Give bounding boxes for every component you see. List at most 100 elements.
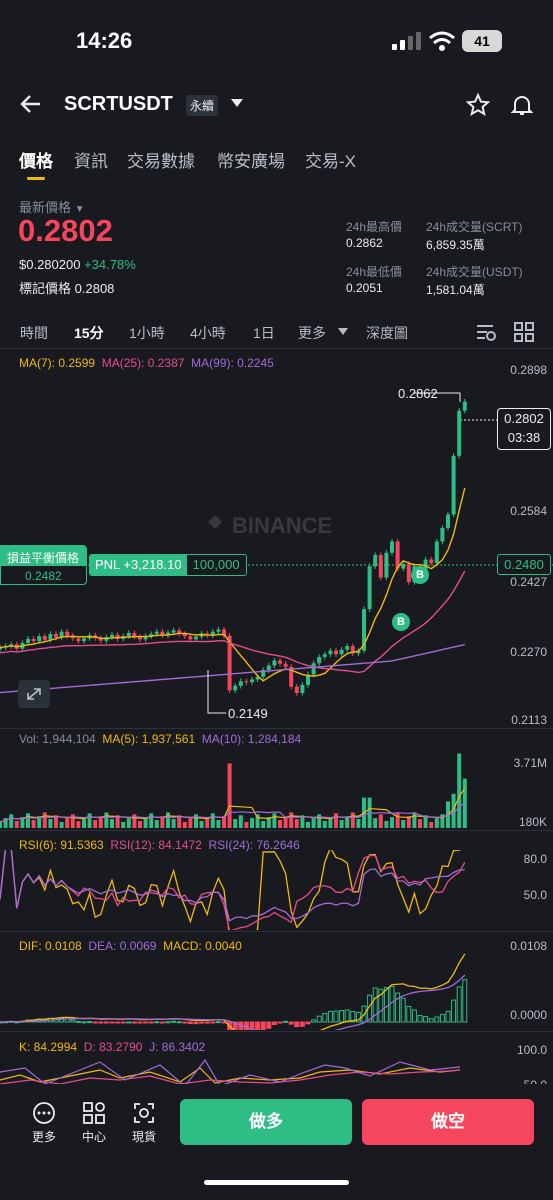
macd-bar: [210, 1021, 216, 1024]
long-button[interactable]: 做多: [180, 1099, 352, 1145]
macd-bar: [316, 1015, 322, 1023]
ma25-line: [0, 570, 466, 674]
macd-chart[interactable]: [0, 950, 490, 1030]
volume-bar: [20, 817, 25, 828]
candle-body: [367, 566, 372, 610]
more-nav[interactable]: 更多: [24, 1101, 64, 1145]
candlestick-chart[interactable]: BINANCE: [0, 360, 553, 730]
kdj-axis-label: 100.0: [516, 1043, 547, 1057]
status-time: 14:26: [76, 28, 133, 53]
interval-more[interactable]: 更多: [298, 325, 326, 341]
candle-body: [261, 670, 266, 677]
indicator-settings-icon[interactable]: [475, 322, 497, 342]
layout-grid-icon[interactable]: [514, 322, 534, 342]
macd-bar: [428, 1018, 434, 1023]
spot-nav[interactable]: 現貨: [124, 1101, 164, 1145]
candle-body: [300, 684, 305, 694]
rsi6-line: [0, 850, 462, 930]
volume-bar: [390, 817, 394, 828]
pair-title[interactable]: SCRTUSDT: [64, 93, 173, 115]
back-arrow-icon[interactable]: [20, 94, 42, 114]
candle-body: [82, 638, 86, 642]
macd-bar: [383, 987, 389, 1023]
volume-bar: [378, 814, 383, 828]
interval-time[interactable]: 時間: [20, 325, 48, 341]
expand-icon: [27, 688, 41, 700]
volume-bar: [434, 818, 439, 828]
candle-body: [210, 631, 215, 636]
rsi-chart[interactable]: [0, 850, 490, 930]
volume-bar: [233, 819, 238, 828]
volume-bar: [457, 753, 462, 828]
candle-body: [350, 646, 355, 654]
binance-watermark: [208, 515, 222, 529]
tab-trade-x[interactable]: 交易-X: [305, 152, 356, 171]
macd-axis-label: 0.0108: [510, 939, 547, 953]
volume-axis-label: 3.71M: [513, 756, 547, 770]
macd-bar: [299, 1021, 305, 1027]
depth-chart-tab[interactable]: 深度圖: [366, 325, 408, 341]
candle-body: [76, 638, 81, 642]
tab-binance-square[interactable]: 幣安廣場: [217, 152, 285, 171]
position-tag[interactable]: PNL +3,218.10 100,000: [89, 554, 247, 576]
price-axis-label: 0.2584: [510, 504, 547, 518]
volume-bar: [334, 813, 338, 828]
short-button[interactable]: 做空: [362, 1099, 534, 1145]
buy-marker[interactable]: B: [411, 566, 429, 584]
volume-bar: [401, 820, 406, 828]
volume-bar: [300, 815, 305, 828]
volume-bar: [406, 816, 411, 828]
candle-body: [317, 656, 322, 664]
star-icon[interactable]: [466, 93, 490, 117]
volume-bar: [70, 814, 75, 828]
high-marker-line: [413, 392, 461, 402]
last-price-label[interactable]: 最新價格 ▼: [19, 200, 85, 215]
macd-legend: DIF: 0.0108 DEA: 0.0069 MACD: 0.0040: [19, 939, 242, 953]
bell-icon[interactable]: [510, 93, 534, 117]
breakeven-tag[interactable]: 損益平衡價格 0.2482: [0, 545, 87, 585]
macd-bar: [288, 1021, 294, 1025]
ma-legend: MA(7): 0.2599 MA(25): 0.2387 MA(99): 0.2…: [19, 356, 274, 370]
candle-body: [126, 633, 131, 637]
volume-bar: [104, 812, 109, 828]
volume-bar: [31, 820, 36, 828]
macd-bar: [322, 1012, 328, 1023]
candle-body: [362, 609, 366, 651]
cellular-signal-icon: [392, 32, 421, 50]
grid-icon: [83, 1102, 105, 1124]
chevron-down-icon[interactable]: [338, 328, 348, 335]
volume-chart[interactable]: [0, 750, 490, 830]
macd-dea-line: [0, 974, 466, 1030]
vol-quote-value: 1,581.04萬: [426, 283, 485, 297]
volume-bar: [339, 820, 344, 828]
ma7-line: [0, 487, 466, 682]
volume-bar: [429, 821, 434, 828]
battery-icon: 41: [462, 30, 502, 52]
candle-body: [384, 552, 389, 578]
volume-bar: [272, 813, 277, 828]
macd-bar: [154, 1021, 160, 1024]
volume-bar: [194, 814, 198, 828]
candle-body: [115, 634, 120, 639]
interval-1d[interactable]: 1日: [253, 325, 275, 341]
candle-body: [70, 635, 75, 639]
tab-price[interactable]: 價格: [19, 152, 53, 171]
volume-bar: [322, 820, 327, 828]
volume-bar: [216, 820, 221, 828]
candle-body: [345, 646, 350, 650]
tab-trading-data[interactable]: 交易數據: [127, 152, 195, 171]
expand-button[interactable]: [18, 680, 50, 708]
buy-marker[interactable]: B: [392, 613, 410, 631]
tab-info[interactable]: 資訊: [74, 152, 108, 171]
interval-1h[interactable]: 1小時: [129, 325, 165, 341]
macd-bar: [204, 1021, 210, 1024]
interval-4h[interactable]: 4小時: [190, 325, 226, 341]
macd-bar: [87, 1021, 93, 1024]
volume-bar: [244, 821, 249, 828]
chevron-down-icon[interactable]: [231, 99, 243, 107]
volume-bar: [160, 816, 165, 828]
volume-bar: [345, 816, 350, 828]
volume-bar: [283, 816, 288, 828]
center-nav[interactable]: 中心: [74, 1101, 114, 1145]
interval-15m[interactable]: 15分: [74, 325, 104, 341]
